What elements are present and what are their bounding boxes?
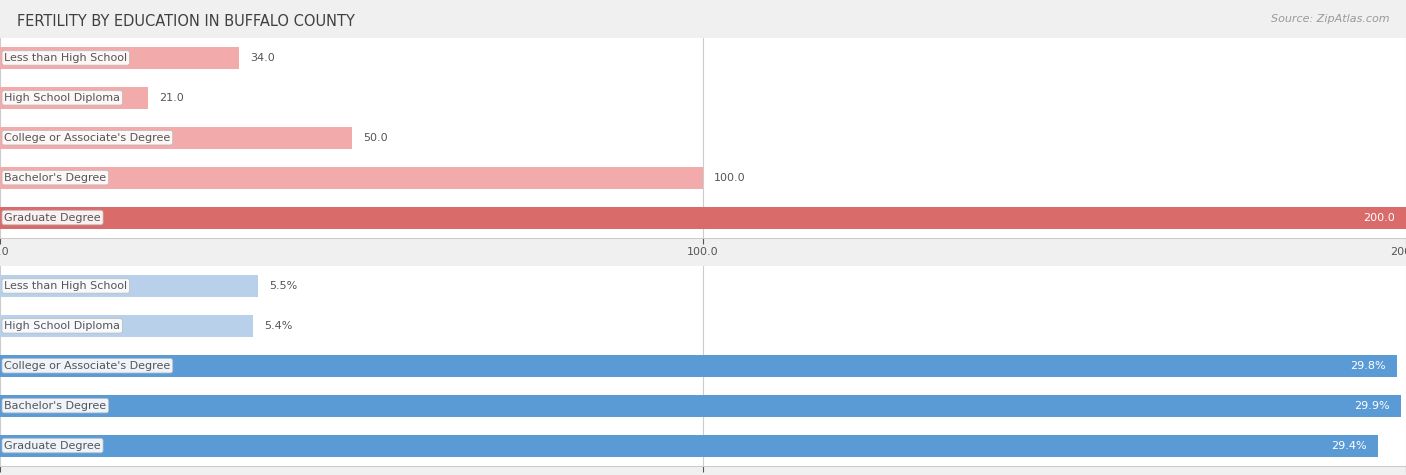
Text: 5.4%: 5.4% (264, 321, 292, 331)
Text: 34.0: 34.0 (250, 53, 276, 63)
Bar (0, 87, 148, 109)
Text: College or Associate's Degree: College or Associate's Degree (4, 361, 170, 371)
Text: Less than High School: Less than High School (4, 281, 128, 291)
Bar (0, 315, 253, 337)
Text: Graduate Degree: Graduate Degree (4, 440, 101, 451)
Bar (0, 435, 1378, 456)
FancyBboxPatch shape (0, 118, 1406, 158)
Text: 200.0: 200.0 (1362, 212, 1395, 223)
Bar (0, 167, 703, 189)
Text: 21.0: 21.0 (159, 93, 184, 103)
Text: 5.5%: 5.5% (269, 281, 297, 291)
FancyBboxPatch shape (0, 346, 1406, 386)
FancyBboxPatch shape (0, 158, 1406, 198)
Text: Graduate Degree: Graduate Degree (4, 212, 101, 223)
Text: 100.0: 100.0 (714, 172, 745, 183)
FancyBboxPatch shape (0, 198, 1406, 238)
Text: 29.9%: 29.9% (1354, 400, 1391, 411)
FancyBboxPatch shape (0, 38, 1406, 78)
Bar (0, 207, 1406, 228)
Text: Source: ZipAtlas.com: Source: ZipAtlas.com (1271, 14, 1389, 24)
FancyBboxPatch shape (0, 386, 1406, 426)
Text: FERTILITY BY EDUCATION IN BUFFALO COUNTY: FERTILITY BY EDUCATION IN BUFFALO COUNTY (17, 14, 354, 29)
Text: Bachelor's Degree: Bachelor's Degree (4, 400, 107, 411)
Text: 50.0: 50.0 (363, 133, 388, 143)
Bar (0, 355, 1396, 377)
Text: College or Associate's Degree: College or Associate's Degree (4, 133, 170, 143)
Text: Bachelor's Degree: Bachelor's Degree (4, 172, 107, 183)
Text: High School Diploma: High School Diploma (4, 321, 121, 331)
FancyBboxPatch shape (0, 306, 1406, 346)
FancyBboxPatch shape (0, 266, 1406, 306)
Bar (0, 127, 352, 149)
FancyBboxPatch shape (0, 78, 1406, 118)
Text: 29.8%: 29.8% (1350, 361, 1385, 371)
Bar (0, 47, 239, 69)
Bar (0, 275, 257, 297)
Text: 29.4%: 29.4% (1331, 440, 1367, 451)
Text: High School Diploma: High School Diploma (4, 93, 121, 103)
Text: Less than High School: Less than High School (4, 53, 128, 63)
FancyBboxPatch shape (0, 426, 1406, 466)
Bar (0, 395, 1402, 417)
